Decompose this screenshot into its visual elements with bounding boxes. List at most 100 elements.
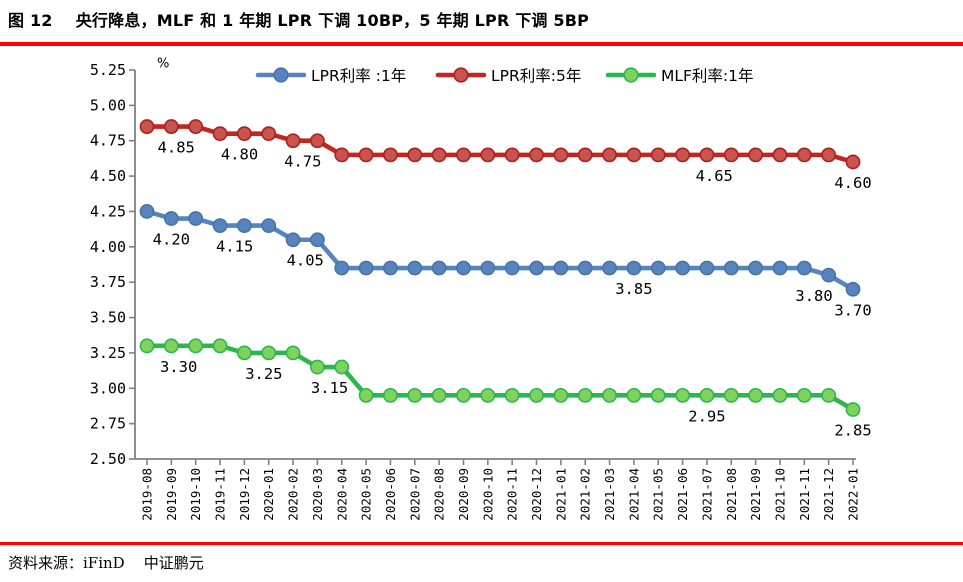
series-1-point — [358, 147, 374, 163]
series-0-point — [431, 260, 447, 276]
data-label: 4.80 — [221, 146, 258, 164]
series-2-point — [334, 359, 350, 375]
y-tick-label: 3.00 — [90, 379, 126, 397]
x-tick-label: 2020-08 — [432, 468, 447, 521]
series-1-point — [626, 147, 642, 163]
data-label: 3.80 — [795, 287, 832, 305]
data-label: 4.75 — [284, 153, 321, 171]
series-2-point — [748, 387, 764, 403]
series-0-point — [407, 260, 423, 276]
series-0-point — [139, 204, 155, 219]
x-tick-label: 2022-01 — [846, 468, 861, 521]
x-tick-label: 2020-11 — [505, 468, 520, 521]
y-tick-label: 4.25 — [90, 202, 126, 220]
series-2-point — [723, 387, 739, 403]
series-1-point — [796, 147, 812, 163]
series-1-point — [212, 126, 228, 142]
series-2-point — [772, 387, 788, 403]
series-0-point — [310, 232, 325, 248]
series-0-point — [212, 218, 228, 233]
data-label: 3.30 — [160, 358, 197, 376]
series-0-point — [285, 232, 301, 248]
data-label: 4.60 — [834, 174, 871, 192]
x-tick-label: 2019-11 — [213, 468, 228, 521]
series-2-point — [529, 387, 544, 403]
y-tick-label: 3.50 — [90, 309, 126, 327]
source-note: 资料来源：iFinD 中证鹏元 — [8, 554, 204, 572]
x-tick-label: 2020-10 — [480, 468, 495, 521]
series-1-point — [504, 147, 520, 163]
y-tick-label: 5.25 — [90, 61, 126, 79]
series-2-point — [431, 387, 447, 403]
series-0-point — [334, 260, 350, 276]
series-1-point — [456, 147, 471, 163]
series-1-point — [480, 147, 496, 163]
x-tick-label: 2021-04 — [626, 468, 641, 521]
x-tick-label: 2021-01 — [553, 468, 568, 521]
series-0-point — [723, 260, 739, 276]
x-tick-label: 2021-08 — [724, 468, 739, 521]
series-1-point — [261, 126, 277, 142]
series-0-point — [163, 211, 179, 226]
y-tick-label: 2.75 — [90, 415, 126, 433]
series-1-point — [236, 126, 252, 142]
series-0-point — [772, 260, 788, 276]
series-2-point — [383, 387, 398, 403]
data-label: 4.05 — [287, 252, 324, 270]
series-2-point — [310, 359, 325, 375]
series-0-point — [261, 218, 277, 233]
x-tick-label: 2021-11 — [797, 468, 812, 521]
x-tick-label: 2020-04 — [334, 468, 349, 521]
x-tick-label: 2021-03 — [602, 468, 617, 521]
data-label: 4.20 — [153, 231, 190, 249]
y-axis-unit-label: % — [157, 57, 169, 72]
series-1-point — [163, 119, 179, 134]
series-2-point — [285, 345, 301, 361]
series-2-point — [821, 387, 837, 403]
x-tick-label: 2019-12 — [237, 468, 252, 521]
series-0-point — [383, 260, 398, 276]
series-0-point — [236, 218, 252, 233]
series-2-point — [675, 387, 690, 403]
series-1-point — [553, 147, 569, 163]
series-1-point — [431, 147, 447, 163]
series-1-point — [675, 147, 690, 163]
series-0-point — [553, 260, 569, 276]
rates-line-chart: 2.50 2.75 3.00 3.25 3.50 3.75 4.00 4.25 4.50 4.75… — [90, 57, 872, 521]
series-1-point — [772, 147, 788, 163]
data-label: 3.70 — [834, 301, 871, 319]
series-0-point — [748, 260, 764, 276]
top-divider — [0, 42, 963, 46]
series-2-point — [407, 387, 423, 403]
data-label: 2.85 — [834, 421, 871, 439]
data-label: 3.25 — [245, 365, 282, 383]
y-tick-label: 3.25 — [90, 344, 126, 362]
series-0-point — [845, 281, 861, 297]
series-2-point — [796, 387, 812, 403]
series-1-point — [188, 119, 204, 134]
x-tick-label: 2021-09 — [748, 468, 763, 521]
legend-label: MLF利率:1年 — [661, 67, 754, 85]
legend-marker-dot — [453, 67, 469, 83]
legend-label: LPR利率 :1年 — [311, 67, 406, 85]
series-2-point — [139, 338, 155, 354]
y-tick-label: 4.75 — [90, 132, 126, 150]
series-0-point — [188, 211, 204, 226]
x-tick-label: 2021-12 — [821, 468, 836, 521]
series-0-point — [480, 260, 496, 276]
series-2-point — [504, 387, 520, 403]
series-2-point — [650, 387, 666, 403]
y-tick-label: 4.50 — [90, 167, 126, 185]
y-tick-label: 4.00 — [90, 238, 126, 256]
series-2-point — [699, 387, 715, 403]
series-0-point — [675, 260, 690, 276]
series-2-point — [845, 402, 861, 417]
series-0-point — [504, 260, 520, 276]
data-label: 4.15 — [216, 238, 253, 256]
x-tick-label: 2020-01 — [261, 468, 276, 521]
series-2-point — [163, 338, 179, 354]
legend-label: LPR利率:5年 — [491, 67, 581, 85]
series-2-point — [553, 387, 569, 403]
series-0-point — [650, 260, 666, 276]
series-0-point — [577, 260, 593, 276]
